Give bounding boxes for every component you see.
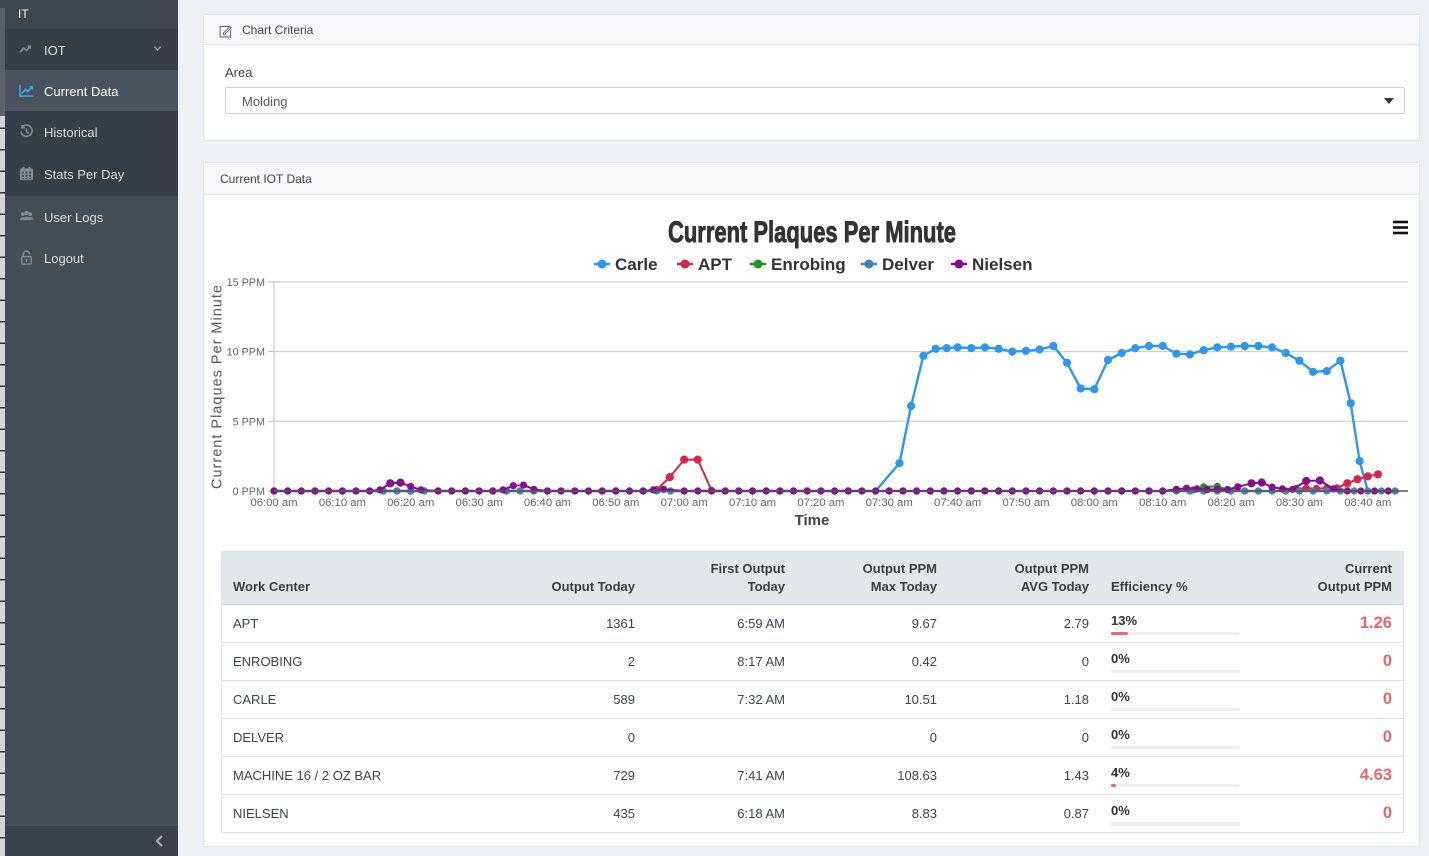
svg-text:Carle: Carle [615, 255, 658, 274]
svg-text:07:50 am: 07:50 am [1002, 497, 1049, 509]
svg-text:Nielsen: Nielsen [972, 255, 1032, 274]
svg-text:08:00 am: 08:00 am [1071, 497, 1118, 509]
svg-text:08:10 am: 08:10 am [1139, 497, 1186, 509]
svg-text:07:10 am: 07:10 am [729, 497, 776, 509]
svg-text:06:00 am: 06:00 am [250, 497, 297, 509]
svg-text:08:30 am: 08:30 am [1276, 497, 1323, 509]
svg-text:06:40 am: 06:40 am [524, 497, 571, 509]
svg-text:Time: Time [795, 512, 830, 529]
svg-text:06:50 am: 06:50 am [592, 497, 639, 509]
svg-text:08:20 am: 08:20 am [1207, 497, 1254, 509]
svg-text:07:30 am: 07:30 am [866, 497, 913, 509]
svg-text:06:10 am: 06:10 am [319, 497, 366, 509]
svg-text:15 PPM: 15 PPM [227, 277, 265, 289]
svg-text:0 PPM: 0 PPM [233, 486, 265, 498]
svg-text:07:00 am: 07:00 am [661, 497, 708, 509]
svg-text:07:40 am: 07:40 am [934, 497, 981, 509]
svg-text:Current Plaques Per Minute: Current Plaques Per Minute [210, 285, 226, 489]
svg-text:06:20 am: 06:20 am [387, 497, 434, 509]
svg-text:Current Plaques Per Minute: Current Plaques Per Minute [668, 216, 956, 249]
svg-text:08:40 am: 08:40 am [1344, 497, 1391, 509]
svg-text:07:20 am: 07:20 am [797, 497, 844, 509]
svg-text:10 PPM: 10 PPM [227, 347, 265, 359]
svg-text:5 PPM: 5 PPM [233, 416, 265, 428]
svg-text:Delver: Delver [882, 255, 934, 274]
svg-text:Enrobing: Enrobing [771, 255, 846, 274]
svg-text:06:30 am: 06:30 am [456, 497, 503, 509]
svg-text:APT: APT [698, 255, 733, 274]
